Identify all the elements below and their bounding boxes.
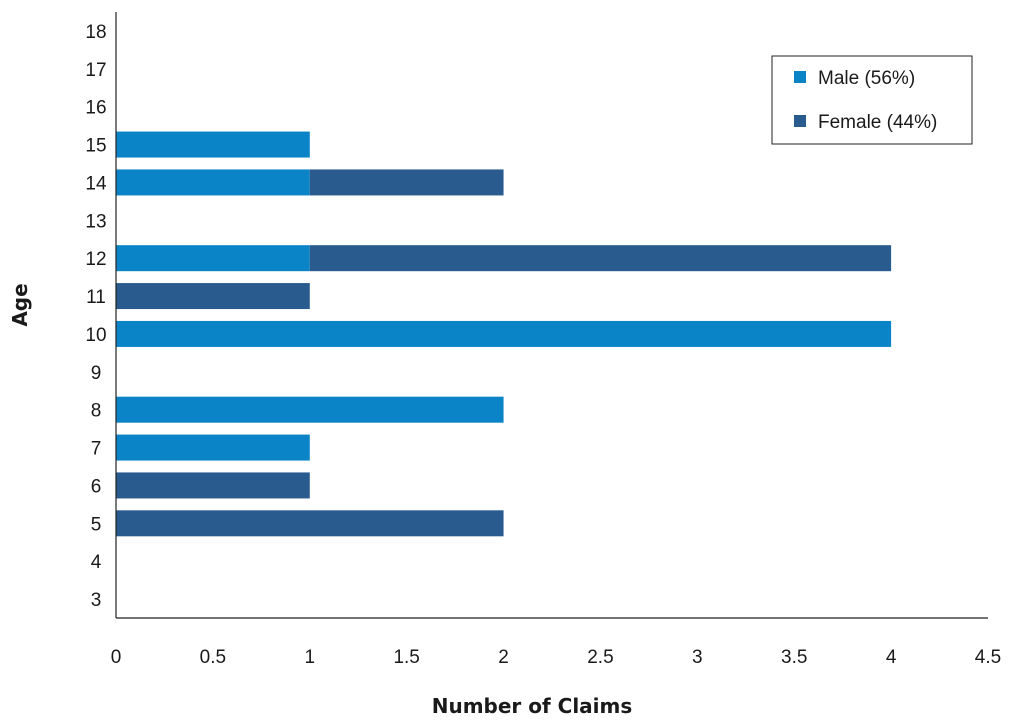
y-tick-label-15: 15 — [85, 136, 106, 157]
x-tick-label-0-5: 0.5 — [200, 647, 226, 668]
y-tick-label-12: 12 — [85, 249, 106, 270]
bar-age-14-male — [116, 169, 310, 196]
bar-age-15-male — [116, 131, 310, 158]
bar-age-14-female — [309, 169, 504, 196]
y-tick-label-8: 8 — [91, 401, 102, 422]
y-tick-label-16: 16 — [85, 98, 106, 119]
legend-swatch-female — [794, 115, 806, 127]
legend-label-female: Female (44%) — [818, 112, 937, 133]
bar-age-11-female — [116, 283, 310, 310]
bar-age-7-male — [116, 434, 310, 461]
y-tick-label-14: 14 — [85, 173, 107, 194]
legend-box — [771, 55, 973, 145]
y-tick-label-3: 3 — [91, 590, 102, 611]
legend: Male (56%) Female (44%) — [771, 55, 973, 145]
x-tick-label-4-5: 4.5 — [975, 647, 1001, 668]
x-tick-label-1: 1 — [304, 647, 315, 668]
y-tick-label-4: 4 — [91, 552, 102, 573]
bar-age-8-male — [116, 396, 504, 423]
y-tick-label-18: 18 — [85, 22, 106, 43]
axes-layer — [115, 12, 988, 619]
x-tick-label-1-5: 1.5 — [393, 647, 419, 668]
y-tick-labels: 3 4 5 6 7 8 9 10 11 12 13 14 15 16 17 18 — [85, 22, 107, 611]
y-tick-label-10: 10 — [85, 325, 106, 346]
bar-age-12-male — [116, 245, 310, 272]
x-axis-title: Number of Claims — [432, 694, 633, 718]
y-tick-label-6: 6 — [91, 476, 102, 497]
x-tick-label-3: 3 — [692, 647, 703, 668]
y-axis-title: Age — [8, 283, 32, 326]
y-tick-label-13: 13 — [85, 211, 106, 232]
y-tick-label-9: 9 — [91, 363, 102, 384]
x-tick-label-3-5: 3.5 — [781, 647, 807, 668]
x-tick-label-2: 2 — [498, 647, 509, 668]
bar-age-12-female — [309, 245, 892, 272]
bar-age-10-male — [116, 320, 892, 347]
legend-items: Male (56%) Female (44%) — [794, 68, 937, 133]
y-tick-label-5: 5 — [91, 514, 102, 535]
bar-age-5-female — [116, 510, 504, 537]
bars-layer — [116, 131, 892, 537]
bar-age-6-female — [116, 472, 310, 499]
y-tick-label-7: 7 — [91, 439, 102, 460]
x-tick-labels: 0 0.5 1 1.5 2 2.5 3 3.5 4 4.5 — [111, 647, 1002, 668]
x-tick-label-4: 4 — [886, 647, 897, 668]
x-tick-label-2-5: 2.5 — [587, 647, 613, 668]
legend-swatch-male — [794, 71, 806, 83]
y-tick-label-11: 11 — [86, 287, 106, 308]
legend-label-male: Male (56%) — [818, 68, 915, 89]
y-tick-label-17: 17 — [85, 60, 106, 81]
x-tick-label-0: 0 — [111, 647, 122, 668]
